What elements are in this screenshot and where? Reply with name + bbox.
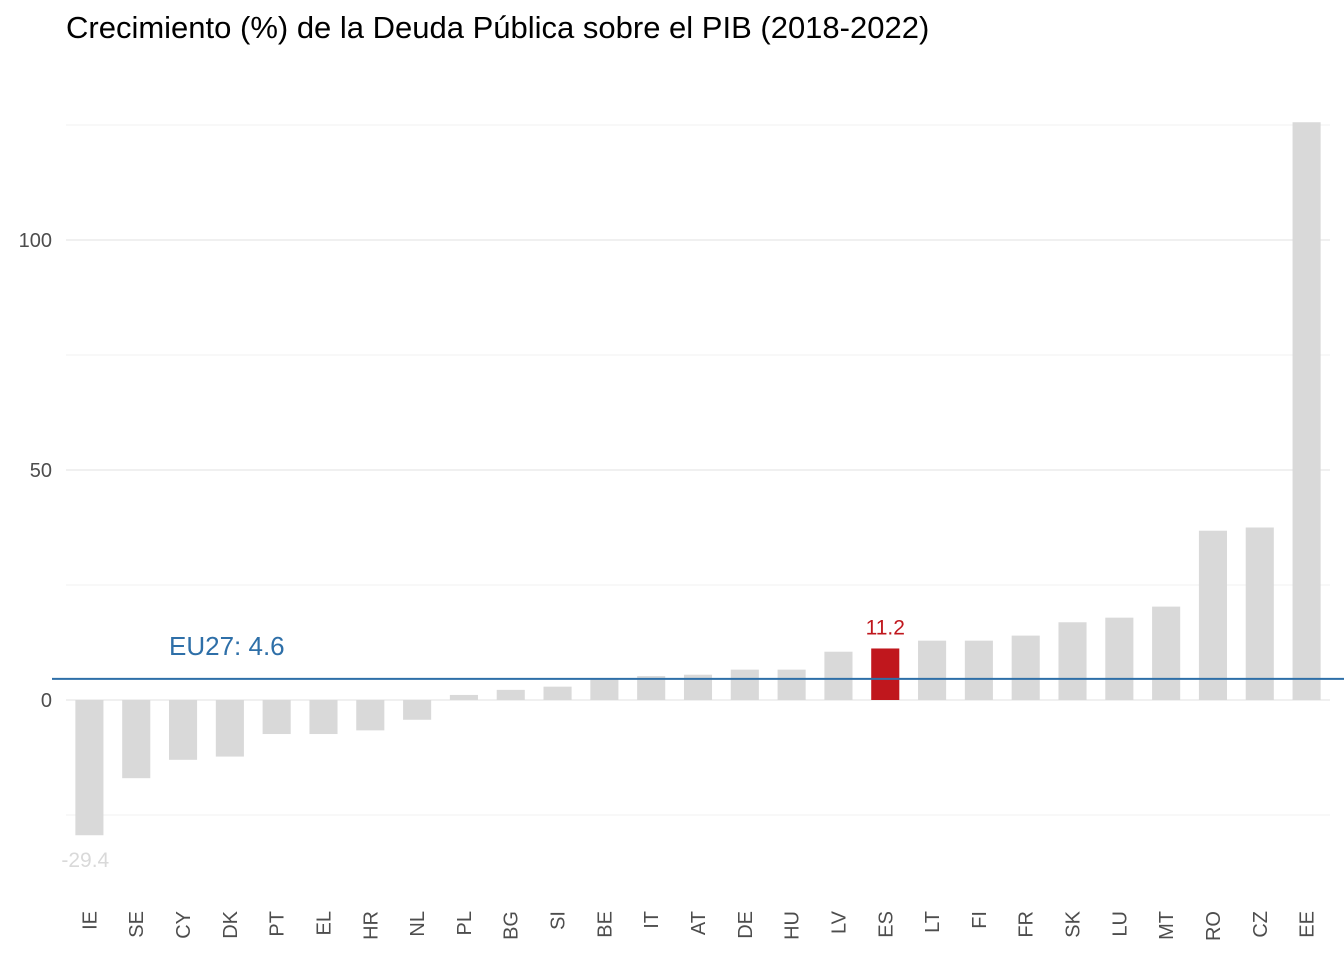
bar-hr (356, 700, 385, 731)
x-axis-ticks: IE SE CY DK PT EL HR NL PL BG SI BE IT AT DE HU LV ES LT FI… (79, 910, 1318, 941)
bar-lt (918, 640, 947, 700)
x-tick-label-cz: CZ (1250, 911, 1272, 938)
x-tick-label-hu: HU (782, 911, 804, 940)
bar-ee (1292, 122, 1321, 701)
x-tick-label-lt: LT (922, 911, 944, 933)
data-label-es: 11.2 (866, 616, 905, 639)
x-tick-label-nl: NL (407, 911, 429, 937)
bar-nl (403, 700, 432, 720)
bar-sk (1058, 622, 1087, 700)
bar-de (730, 669, 759, 700)
bar-pl (449, 694, 478, 700)
x-tick-label-it: IT (641, 911, 663, 929)
grid-lines (66, 124, 1330, 816)
reference-line-group: EU27: 4.6 (52, 631, 1344, 680)
x-tick-label-dk: DK (220, 910, 242, 938)
bar-it (637, 676, 666, 700)
data-label-ie: -29.4 (61, 849, 109, 872)
chart-title: Crecimiento (%) de la Deuda Pública sobr… (66, 10, 930, 45)
x-tick-label-cy: CY (173, 911, 195, 939)
x-tick-label-lu: LU (1109, 911, 1131, 937)
bar-es (871, 648, 900, 700)
bar-bg (496, 689, 525, 700)
bar-ie (75, 700, 104, 836)
data-labels: -29.4 11.2 (61, 616, 905, 872)
x-tick-label-pl: PL (454, 911, 476, 935)
bar-ro (1198, 530, 1228, 700)
bar-pt (262, 700, 291, 735)
x-tick-label-be: BE (594, 911, 616, 938)
bar-lv (824, 651, 853, 700)
bar-lu (1105, 617, 1134, 700)
x-tick-label-at: AT (688, 911, 710, 935)
x-tick-label-ee: EE (1297, 911, 1319, 938)
x-tick-label-se: SE (126, 911, 148, 938)
bar-mt (1152, 606, 1181, 700)
bar-hu (777, 669, 806, 700)
x-tick-label-ro: RO (1203, 911, 1225, 941)
x-tick-label-si: SI (548, 911, 570, 930)
bar-si (543, 686, 572, 700)
x-tick-label-de: DE (735, 911, 757, 939)
bars (75, 122, 1321, 836)
x-tick-label-bg: BG (501, 911, 523, 940)
x-tick-label-mt: MT (1156, 911, 1178, 940)
bar-se (122, 700, 151, 779)
bar-fr (1011, 635, 1040, 700)
x-tick-label-pt: PT (267, 911, 289, 937)
x-tick-label-hr: HR (360, 911, 382, 940)
x-tick-label-es: ES (875, 911, 897, 938)
bar-dk (215, 700, 244, 757)
y-axis-ticks: 0 50 100 (19, 230, 52, 712)
y-tick-label: 50 (30, 460, 52, 482)
bar-be (590, 679, 619, 700)
bar-cy (168, 700, 198, 760)
bar-el (309, 700, 338, 735)
y-tick-label: 0 (41, 690, 52, 712)
x-tick-label-sk: SK (1063, 910, 1085, 937)
x-tick-label-ie: IE (79, 911, 101, 930)
eu27-reference-label: EU27: 4.6 (169, 631, 285, 661)
x-tick-label-el: EL (313, 911, 335, 935)
x-tick-label-lv: LV (828, 910, 850, 934)
x-tick-label-fi: FI (969, 911, 991, 929)
x-tick-label-fr: FR (1016, 911, 1038, 938)
bar-fi (964, 640, 993, 700)
bar-cz (1245, 527, 1274, 700)
y-tick-label: 100 (19, 230, 52, 252)
